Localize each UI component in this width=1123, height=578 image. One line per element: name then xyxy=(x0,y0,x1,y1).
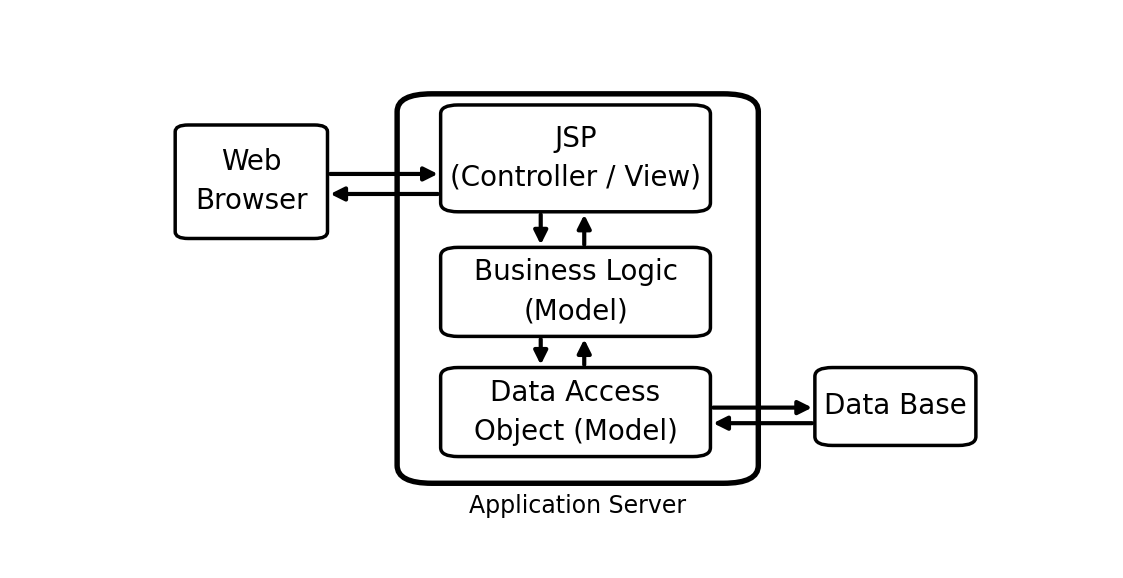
Text: JSP
(Controller / View): JSP (Controller / View) xyxy=(450,125,701,192)
FancyBboxPatch shape xyxy=(815,368,976,446)
FancyBboxPatch shape xyxy=(440,247,711,336)
Text: Data Access
Object (Model): Data Access Object (Model) xyxy=(474,379,677,446)
Text: Business Logic
(Model): Business Logic (Model) xyxy=(474,258,677,325)
Text: Data Base: Data Base xyxy=(824,392,967,420)
Text: Web
Browser: Web Browser xyxy=(195,148,308,215)
FancyBboxPatch shape xyxy=(175,125,328,239)
FancyBboxPatch shape xyxy=(440,105,711,212)
Text: Application Server: Application Server xyxy=(469,494,686,518)
FancyBboxPatch shape xyxy=(398,94,758,483)
FancyBboxPatch shape xyxy=(440,368,711,457)
